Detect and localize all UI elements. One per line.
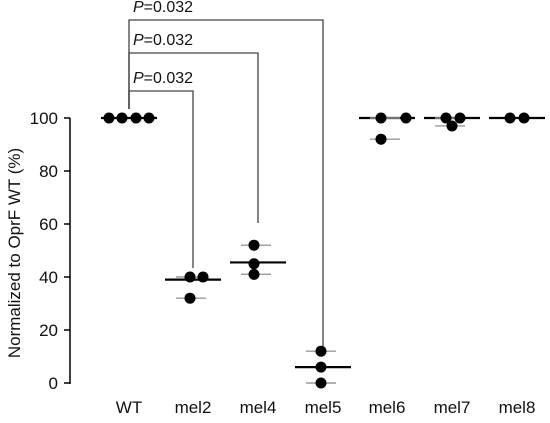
- data-point: [504, 112, 516, 124]
- y-tick-label: 40: [39, 268, 58, 287]
- x-category-label: mel6: [369, 398, 406, 417]
- data-point: [315, 377, 327, 389]
- data-point: [375, 133, 387, 145]
- data-point: [518, 112, 530, 124]
- x-category-label: WT: [116, 398, 142, 417]
- y-axis-title: Normalized to OprF WT (%): [5, 148, 24, 358]
- data-point: [248, 268, 260, 280]
- p-value-label: P=0.032: [133, 0, 193, 16]
- data-point: [454, 112, 466, 124]
- p-value-label: P=0.032: [133, 70, 193, 87]
- data-point: [184, 271, 196, 283]
- data-point: [248, 239, 260, 251]
- x-category-label: mel5: [305, 398, 342, 417]
- data-point: [130, 112, 142, 124]
- data-point: [116, 112, 128, 124]
- comparison-bracket: [128, 19, 324, 354]
- y-tick-label: 100: [30, 109, 58, 128]
- data-point: [103, 112, 115, 124]
- x-category-label: mel4: [240, 398, 277, 417]
- p-value-label: P=0.032: [133, 32, 193, 49]
- data-point: [184, 292, 196, 304]
- data-point: [248, 258, 260, 270]
- x-category-label: mel8: [499, 398, 536, 417]
- data-point: [446, 120, 458, 132]
- y-tick-label: 60: [39, 215, 58, 234]
- y-tick-label: 20: [39, 321, 58, 340]
- data-point: [143, 112, 155, 124]
- data-point: [197, 271, 209, 283]
- x-category-label: mel2: [175, 398, 212, 417]
- y-tick-label: 0: [49, 374, 58, 393]
- y-tick-label: 80: [39, 162, 58, 181]
- x-category-label: mel7: [434, 398, 471, 417]
- data-point: [315, 361, 327, 373]
- data-point: [400, 112, 412, 124]
- data-point: [315, 345, 327, 357]
- data-point: [440, 112, 452, 124]
- data-point: [375, 112, 387, 124]
